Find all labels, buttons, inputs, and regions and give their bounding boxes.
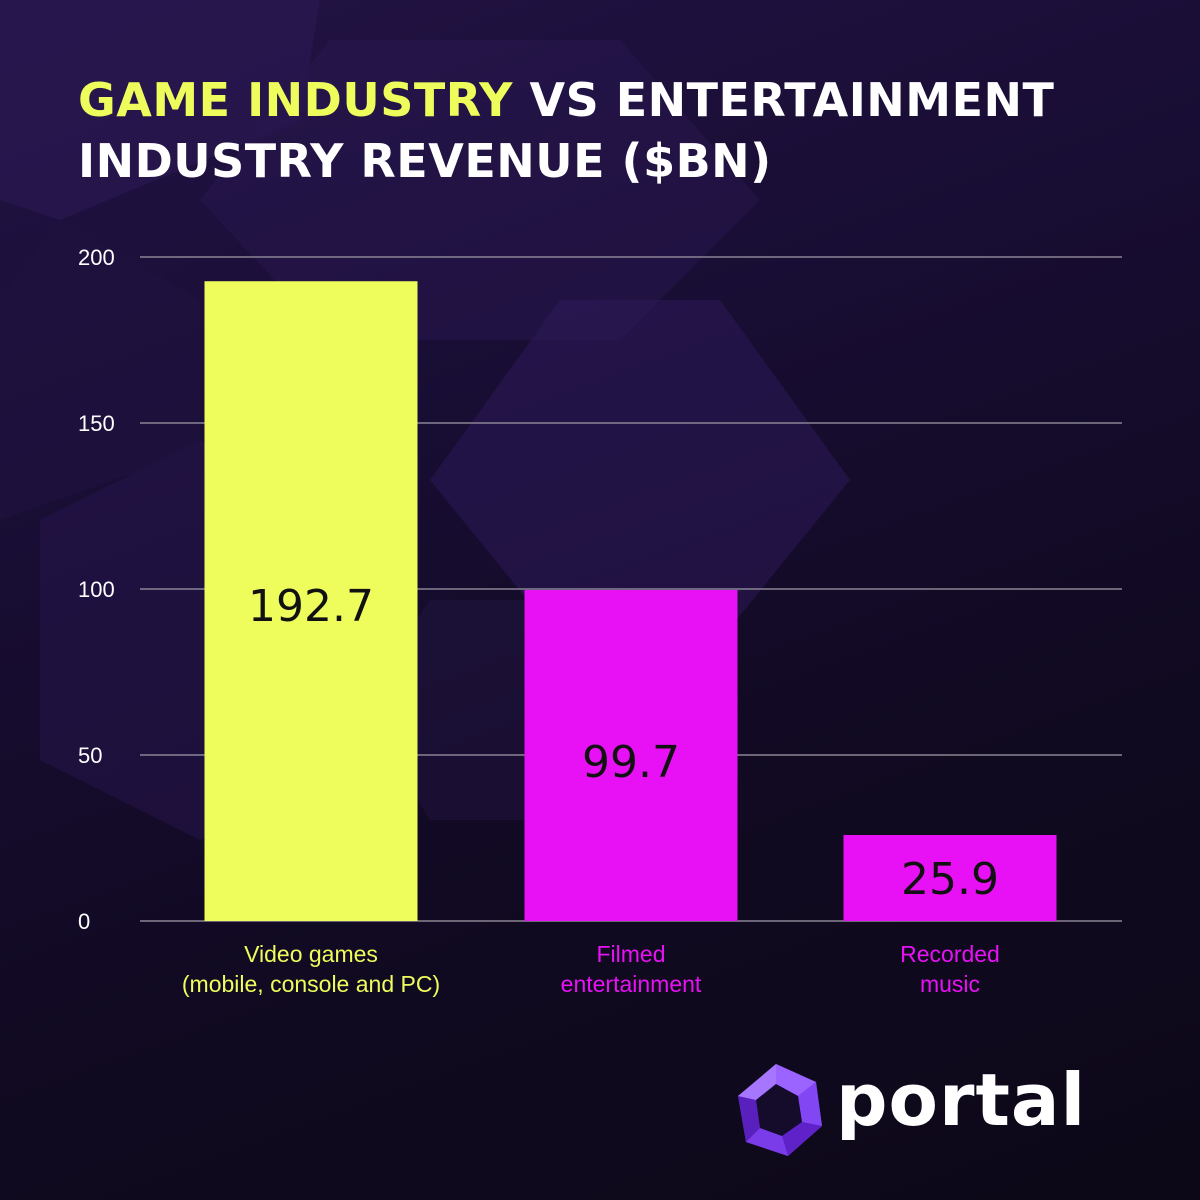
category-label-2-line-0: Recorded xyxy=(900,941,1000,967)
title-highlight: GAME INDUSTRY xyxy=(78,73,513,127)
category-label-0-line-1: (mobile, console and PC) xyxy=(182,971,440,997)
portal-logo: portal xyxy=(732,1060,1132,1160)
category-labels: Video games (mobile, console and PC) Filme… xyxy=(182,941,1000,997)
value-labels: 192.7 99.7 25.9 xyxy=(248,581,999,905)
y-axis-ticks: 0 50 100 150 200 xyxy=(78,245,115,934)
bar-2 xyxy=(843,835,1057,921)
category-label-2-line-1: music xyxy=(920,971,980,997)
bars xyxy=(204,281,1057,922)
y-tick-label: 100 xyxy=(78,577,115,602)
portal-logo-icon xyxy=(738,1064,822,1156)
bar-1 xyxy=(524,589,738,921)
category-label-1-line-1: entertainment xyxy=(561,971,702,997)
y-tick-label: 0 xyxy=(78,909,90,934)
y-tick-label: 200 xyxy=(78,245,115,270)
value-label-2: 25.9 xyxy=(901,854,999,905)
y-tick-label: 50 xyxy=(78,743,102,768)
category-label-1-line-0: Filmed xyxy=(596,941,665,967)
value-label-0: 192.7 xyxy=(248,581,374,632)
y-tick-label: 150 xyxy=(78,411,115,436)
portal-wordmark: portal xyxy=(836,1058,1087,1142)
title-rest: VS ENTERTAINMENT INDUSTRY REVENUE ($BN) xyxy=(78,73,1055,188)
chart-title: GAME INDUSTRY VS ENTERTAINMENT INDUSTRY … xyxy=(78,70,1158,192)
category-label-0-line-0: Video games xyxy=(244,941,378,967)
bar-0 xyxy=(204,281,418,922)
value-label-1: 99.7 xyxy=(582,737,680,788)
